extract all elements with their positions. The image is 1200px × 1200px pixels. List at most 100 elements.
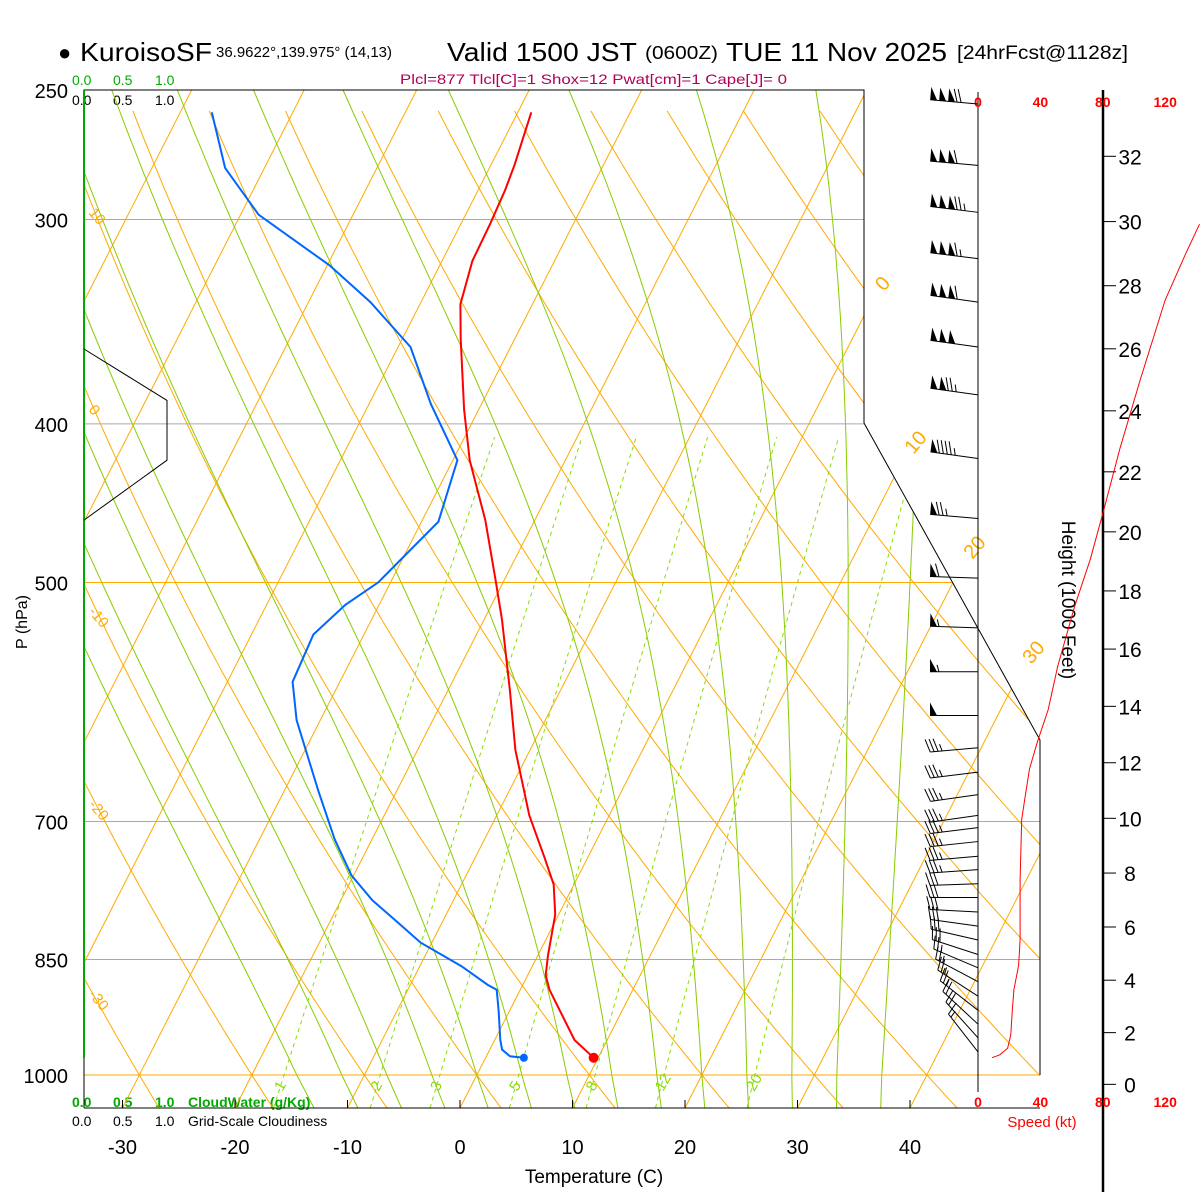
wind-barb-pennant xyxy=(930,148,938,162)
speed-tick-label-bottom: 0 xyxy=(974,1094,982,1110)
wind-barb-feather xyxy=(924,788,931,802)
cloudiness-tick: 1.0 xyxy=(155,92,175,108)
dry-adiabat-line xyxy=(84,110,388,1108)
height-tick-label: 20 xyxy=(1118,522,1141,545)
cloud-legend-top: 0.0 0.5 1.0 0.0 0.5 1.0 xyxy=(72,72,175,108)
dry-adiabat-line xyxy=(208,110,844,1108)
wind-barb xyxy=(930,282,979,303)
dry-adiabat-line xyxy=(132,110,730,1108)
wind-barb-pennant xyxy=(930,239,938,254)
surface-dewpoint-dot xyxy=(519,1053,528,1062)
wind-barb-feather xyxy=(928,859,935,873)
wind-barb-half-feather xyxy=(950,1011,956,1018)
wind-barb-feather xyxy=(938,947,943,962)
wind-barb-feather xyxy=(933,916,936,931)
wind-barb-half-feather xyxy=(939,865,943,873)
wind-barb-half-feather xyxy=(943,967,948,975)
station-bullet-icon: ● xyxy=(58,40,71,65)
wind-barb-feather xyxy=(932,738,939,752)
height-tick-label: 16 xyxy=(1118,639,1141,662)
height-tick-label: 28 xyxy=(1118,276,1141,299)
wind-barb-feather xyxy=(932,846,939,860)
wind-barb-feather xyxy=(958,196,962,211)
dewpoint-profile xyxy=(210,112,525,1059)
wind-barb xyxy=(931,926,979,955)
wind-barb-feather xyxy=(932,833,939,846)
isotherm-line xyxy=(572,90,1040,1108)
wind-barb-shaft xyxy=(945,1001,979,1039)
wind-barb-shaft xyxy=(930,869,979,874)
isotherm-line xyxy=(84,90,418,1108)
moist-adiabat-line xyxy=(111,90,532,1108)
wind-barb xyxy=(937,956,979,997)
wind-barb-feather xyxy=(925,884,931,898)
wind-barb-feather xyxy=(928,738,935,752)
moist-adiabat-line xyxy=(568,90,749,1108)
height-tick-label: 0 xyxy=(1124,1074,1136,1097)
wind-barb xyxy=(930,658,978,673)
cloudiness-tick: 1.0 xyxy=(155,1113,175,1129)
pressure-tick-label: 500 xyxy=(35,573,68,595)
isotherm-line xyxy=(84,90,305,1108)
wind-barb-feather xyxy=(926,896,931,910)
wind-barb-pennant xyxy=(948,88,956,102)
wind-barb-feather xyxy=(929,915,932,930)
wind-barb xyxy=(930,501,979,520)
cloudwater-tick: 0.0 xyxy=(72,72,92,88)
wind-barb-half-feather xyxy=(954,384,957,392)
wind-barb-feather xyxy=(942,979,950,992)
cloudwater-tick: 1.0 xyxy=(155,1094,175,1110)
isotherm-line xyxy=(347,90,868,1108)
wind-barb-feather xyxy=(939,967,946,981)
wind-barb-pennant xyxy=(948,195,956,210)
wind-barb-pennant xyxy=(930,86,938,101)
mixing-ratio-label: 1 xyxy=(271,1078,290,1094)
wind-barb xyxy=(927,905,979,927)
surface-temperature-dot xyxy=(588,1052,599,1063)
wind-barb-feather xyxy=(928,788,935,801)
dry-adiabat-line xyxy=(84,110,274,1108)
temperature-tick-label: 20 xyxy=(674,1137,696,1159)
dry-adiabat-line xyxy=(590,110,1040,1108)
valid-time: Valid 1500 JST xyxy=(447,37,637,67)
wind-barb-pennant xyxy=(939,328,947,343)
mixing-ratio-label: 3 xyxy=(427,1078,446,1094)
wind-barb-half-feather xyxy=(953,448,956,456)
wind-barb xyxy=(924,787,979,802)
wind-barb-pennant xyxy=(930,658,937,672)
moist-adiabat-line xyxy=(176,90,576,1108)
wind-barb-feather xyxy=(924,860,931,874)
forecast-info: [24hrFcst@1128z] xyxy=(957,43,1128,64)
temperature-tick-label: -20 xyxy=(221,1137,250,1159)
wind-barb-feather xyxy=(929,872,935,886)
dry-adiabat-line xyxy=(285,110,958,1108)
wind-barb-feather xyxy=(939,502,944,516)
wind-barb-pennant xyxy=(948,329,956,344)
wind-barb xyxy=(930,327,979,348)
moist-adiabat-line xyxy=(253,90,619,1108)
height-tick-label: 22 xyxy=(1118,462,1141,485)
wind-barb-half-feather xyxy=(939,838,943,846)
isotherm-label: 30 xyxy=(1018,637,1049,668)
station-name: KuroisoSF xyxy=(80,37,212,67)
moist-adiabat-line xyxy=(880,90,921,1108)
wind-barb xyxy=(924,764,979,779)
wind-barb-feather xyxy=(928,764,935,778)
dry-adiabat-line xyxy=(1125,111,1200,1108)
wind-barb-half-feather xyxy=(963,203,966,211)
height-tick-label: 14 xyxy=(1118,696,1142,719)
wind-barb-feather xyxy=(945,981,953,995)
wind-barb-half-feather xyxy=(936,619,940,627)
dry-adiabat-line xyxy=(84,110,502,1108)
cloudiness-tick: 0.5 xyxy=(113,1113,133,1129)
mixing-ratio-line xyxy=(655,436,840,1108)
speed-tick-label-top: 120 xyxy=(1154,94,1178,110)
speed-tick-label-bottom: 40 xyxy=(1033,1094,1049,1110)
wind-barb-feather xyxy=(924,739,931,753)
speed-axis-title: Speed (kt) xyxy=(1007,1114,1076,1131)
wind-barb-feather xyxy=(932,787,939,801)
temperature-tick-label: 30 xyxy=(786,1137,808,1159)
wind-barb-feather xyxy=(925,872,931,886)
dry-adiabat-line xyxy=(895,110,1040,1108)
